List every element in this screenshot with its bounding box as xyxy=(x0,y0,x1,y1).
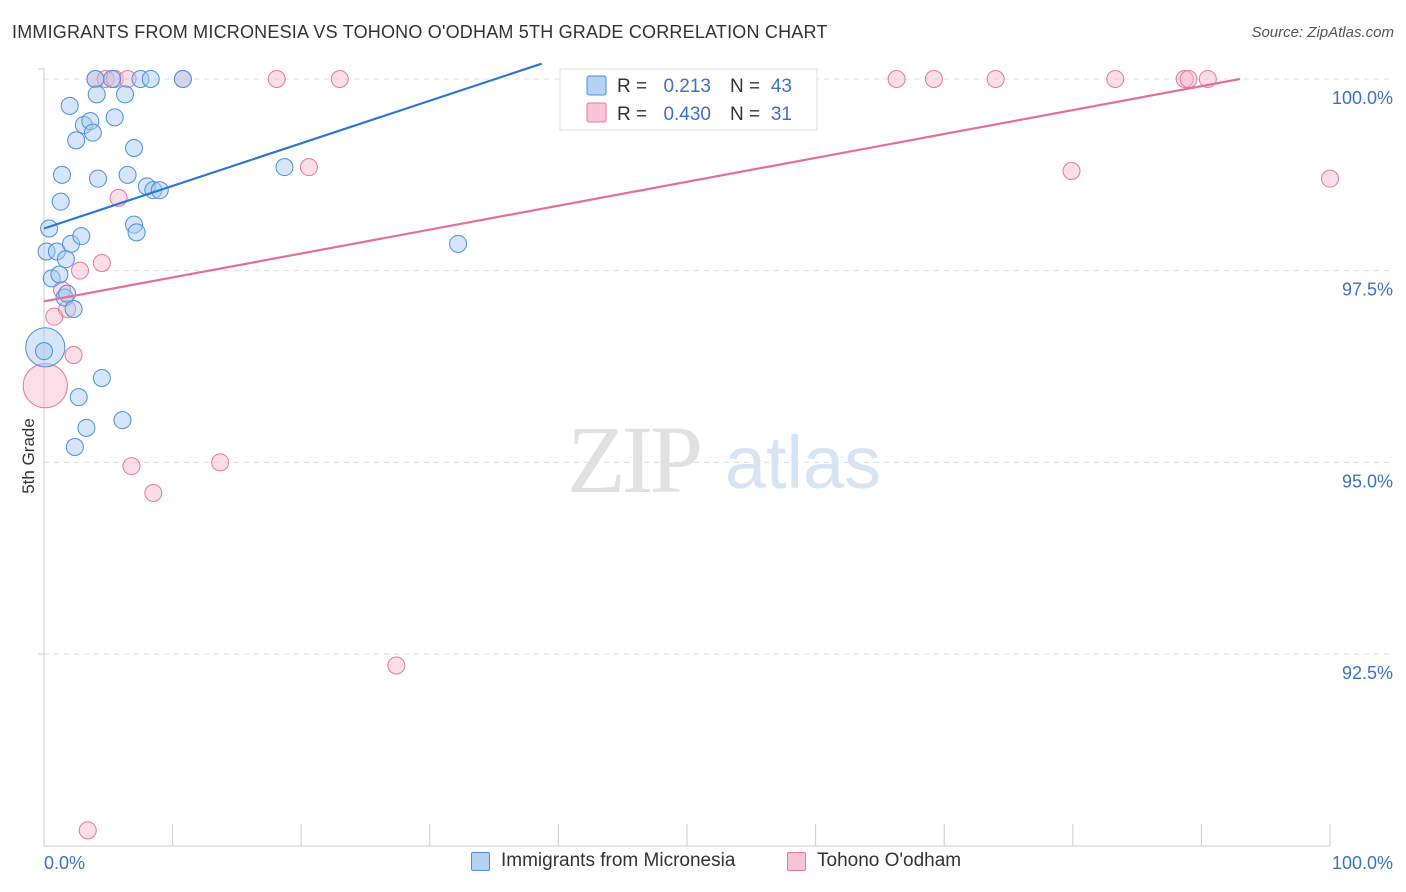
micronesia-point-27[interactable] xyxy=(113,411,132,430)
grid-layer: 100.0% 97.5% 95.0% 92.5% xyxy=(44,78,1393,683)
micronesia-point-35[interactable] xyxy=(141,70,160,88)
micronesia-point-31[interactable] xyxy=(125,139,144,157)
tohono-point-28[interactable] xyxy=(1179,70,1198,88)
micronesia-point-13[interactable] xyxy=(65,438,84,456)
micronesia-point-4[interactable] xyxy=(50,265,69,284)
micronesia-point-25[interactable] xyxy=(103,70,122,88)
series-legend: Immigrants from Micronesia Tohono O'odha… xyxy=(0,850,1406,880)
x-tick-label-0: 0.0% xyxy=(44,853,85,873)
tohono-point-4[interactable] xyxy=(64,346,83,364)
tohono-point-18[interactable] xyxy=(299,158,318,177)
micronesia-point-0[interactable] xyxy=(37,242,56,261)
micronesia-point-3[interactable] xyxy=(47,242,66,261)
zipatlas-watermark: ZIP atlas xyxy=(567,406,881,513)
micronesia-trend-line xyxy=(43,62,543,230)
legend-blue-swatch xyxy=(586,75,607,96)
micronesia-point-28[interactable] xyxy=(116,85,135,104)
correlation-legend: R = 0.213 N = 43 R = 0.430 N = 31 xyxy=(559,68,818,131)
watermark-zip: ZIP xyxy=(567,406,700,513)
micronesia-point-10[interactable] xyxy=(60,96,79,115)
micronesia-point-1[interactable] xyxy=(40,219,59,238)
micronesia-point-20[interactable] xyxy=(83,123,102,142)
legend-pink-swatch xyxy=(586,102,607,123)
y-tick-label-1: 97.5% xyxy=(1342,280,1393,300)
y-axis-label: 5th Grade xyxy=(19,418,38,494)
x-tick-label-100: 100.0% xyxy=(1332,853,1393,873)
y-tick-label-0: 100.0% xyxy=(1332,88,1393,108)
tohono-point-23[interactable] xyxy=(924,70,943,88)
micronesia-point-16[interactable] xyxy=(72,227,91,246)
tohono-point-12[interactable] xyxy=(118,70,137,88)
micronesia-point-26[interactable] xyxy=(105,108,124,127)
tohono-point-14[interactable] xyxy=(144,484,163,502)
tohono-point-27[interactable] xyxy=(1175,70,1194,88)
micronesia-point-33[interactable] xyxy=(131,70,150,88)
tohono-point-0[interactable] xyxy=(22,363,68,409)
tohono-point-17[interactable] xyxy=(267,70,286,88)
legend-pink-n-value: 31 xyxy=(771,104,792,125)
legend-pink-n-label: N = xyxy=(730,104,760,125)
tohono-legend-label: Tohono O'odham xyxy=(817,850,962,871)
tohono-point-26[interactable] xyxy=(1106,70,1125,88)
source-credit: Source: ZipAtlas.com xyxy=(1251,24,1394,41)
micronesia-point-22[interactable] xyxy=(87,85,106,104)
trend-lines xyxy=(43,62,1241,303)
micronesia-point-29[interactable] xyxy=(118,165,137,184)
micronesia-point-15[interactable] xyxy=(69,388,88,407)
tohono-point-8[interactable] xyxy=(96,70,115,88)
tohono-point-22[interactable] xyxy=(887,70,906,88)
micronesia-point-18[interactable] xyxy=(77,418,96,437)
tohono-point-3[interactable] xyxy=(58,300,77,318)
legend-item-tohono[interactable]: Tohono O'odham xyxy=(787,850,961,872)
tohono-point-16[interactable] xyxy=(211,453,230,472)
micronesia-point-39[interactable] xyxy=(275,158,294,177)
micronesia-point-40[interactable] xyxy=(449,234,468,253)
micronesia-point-14[interactable] xyxy=(67,131,86,150)
micronesia-point-42[interactable] xyxy=(35,342,53,361)
tohono-point-24[interactable] xyxy=(986,70,1005,88)
y-tick-label-3: 92.5% xyxy=(1342,663,1393,683)
legend-pink-r-value: 0.430 xyxy=(663,104,711,125)
micronesia-legend-label: Immigrants from Micronesia xyxy=(501,850,736,871)
micronesia-point-41[interactable] xyxy=(25,327,66,368)
tohono-point-19[interactable] xyxy=(330,70,349,88)
legend-blue-r-value: 0.213 xyxy=(663,76,711,97)
micronesia-point-19[interactable] xyxy=(81,112,100,131)
tohono-point-5[interactable] xyxy=(71,261,90,280)
micronesia-point-6[interactable] xyxy=(53,165,72,184)
chart-title: IMMIGRANTS FROM MICRONESIA VS TOHONO O'O… xyxy=(12,22,828,42)
tohono-point-13[interactable] xyxy=(122,457,141,476)
legend-item-micronesia[interactable]: Immigrants from Micronesia xyxy=(471,850,735,872)
tohono-trend-line xyxy=(43,77,1241,303)
micronesia-swatch xyxy=(471,851,490,871)
tohono-points-group xyxy=(22,70,1339,840)
micronesia-point-5[interactable] xyxy=(51,192,70,211)
tohono-swatch xyxy=(787,851,806,871)
micronesia-point-11[interactable] xyxy=(62,234,81,253)
micronesia-point-38[interactable] xyxy=(173,70,192,88)
tohono-point-30[interactable] xyxy=(1321,169,1339,188)
micronesia-point-8[interactable] xyxy=(56,250,75,269)
legend-blue-n-value: 43 xyxy=(771,76,792,97)
micronesia-point-12[interactable] xyxy=(64,300,83,318)
micronesia-point-23[interactable] xyxy=(89,169,108,188)
y-tick-label-2: 95.0% xyxy=(1342,471,1393,491)
tohono-point-25[interactable] xyxy=(1062,162,1081,180)
axes-layer xyxy=(38,68,1331,847)
watermark-atlas: atlas xyxy=(725,421,881,504)
micronesia-point-24[interactable] xyxy=(92,369,111,387)
legend-blue-n-label: N = xyxy=(730,76,760,97)
tohono-point-9[interactable] xyxy=(92,254,111,272)
micronesia-point-21[interactable] xyxy=(86,70,105,88)
legend-pink-r-label: R = xyxy=(617,104,647,125)
tohono-point-6[interactable] xyxy=(78,821,97,840)
legend-blue-r-label: R = xyxy=(617,76,647,97)
tohono-point-20[interactable] xyxy=(387,656,406,675)
micronesia-point-9[interactable] xyxy=(58,284,77,303)
micronesia-point-32[interactable] xyxy=(127,223,146,242)
